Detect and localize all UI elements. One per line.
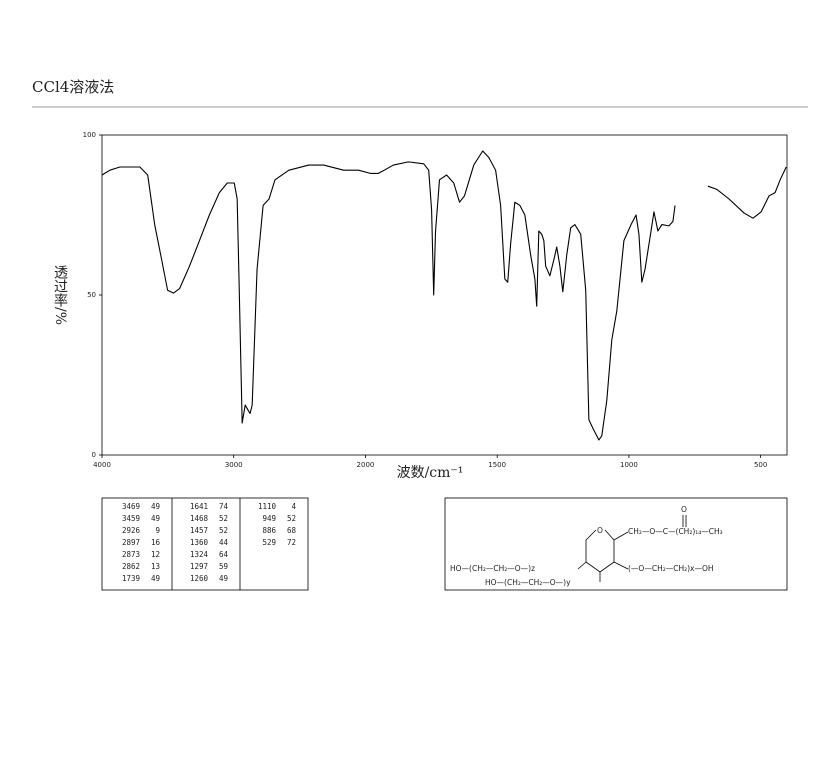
peak-transmittance: 13 [151,562,160,571]
peak-transmittance: 49 [151,502,160,511]
peak-table-frame [101,497,309,591]
peak-wavenumber: 2873 [122,550,140,559]
peak-transmittance: 52 [287,514,296,523]
structure [577,515,687,582]
peak-transmittance: 49 [151,574,160,583]
peak-wavenumber: 2897 [122,538,140,547]
page-title: CCl4溶液法 [32,78,114,96]
chain-z: HO—(CH₂—CH₂—O—)z [450,564,535,573]
carbonyl-oxygen: O [681,505,687,514]
peak-transmittance: 12 [151,550,160,559]
peak-wavenumber: 1739 [122,574,140,583]
y-axis-label: 透过率/% [52,265,68,325]
peak-transmittance: 72 [287,538,296,547]
ring-oxygen: O [597,526,603,535]
peak-wavenumber: 529 [262,538,276,547]
peak-wavenumber: 886 [262,526,276,535]
peak-wavenumber: 2862 [122,562,140,571]
peak-wavenumber: 2926 [122,526,141,535]
peak-transmittance: 49 [151,514,160,523]
structure-frame [444,497,788,591]
chain-x: (—O—CH₂—CH₂)x—OH [628,564,714,573]
x-tick-label: 1000 [620,461,638,469]
peak-transmittance: 74 [219,502,229,511]
y-tick-label: 50 [87,291,96,299]
peak-wavenumber: 3459 [122,514,140,523]
x-tick-label: 4000 [93,461,111,469]
spectrum-line [101,150,787,441]
peak-table: 3469 49 3459 49 2926 9 2897 16 2873 12 2862 13 1739 4… [122,502,297,583]
peak-wavenumber: 1324 [190,550,209,559]
peak-transmittance: 16 [151,538,161,547]
y-tick-label: 100 [83,131,96,139]
peak-wavenumber: 1457 [190,526,208,535]
peak-wavenumber: 3469 [122,502,140,511]
peak-wavenumber: 1641 [190,502,208,511]
peak-transmittance: 4 [291,502,296,511]
peak-transmittance: 68 [287,526,297,535]
bond [577,561,587,570]
y-tick-label: 0 [92,451,96,459]
peak-wavenumber: 1260 [190,574,209,583]
chain-y: HO—(CH₂—CH₂—O—)y [485,578,571,587]
ring-bond [585,529,615,573]
peak-wavenumber: 1110 [258,502,277,511]
plot-frame [101,134,788,456]
x-tick-label: 3000 [225,461,243,469]
peak-wavenumber: 1360 [190,538,209,547]
bond [613,531,629,541]
bond [613,561,629,570]
peak-transmittance: 52 [219,514,228,523]
peak-transmittance: 59 [219,562,228,571]
x-tick-label: 2000 [357,461,375,469]
peak-transmittance: 64 [219,550,229,559]
x-axis-label: 波数/cm⁻¹ [397,465,464,481]
peak-transmittance: 52 [219,526,228,535]
peak-transmittance: 9 [155,526,160,535]
peak-transmittance: 49 [219,574,228,583]
peak-wavenumber: 949 [262,514,276,523]
x-tick-label: 500 [754,461,767,469]
x-tick-label: 1500 [488,461,506,469]
peak-wavenumber: 1297 [190,562,208,571]
peak-transmittance: 44 [219,538,229,547]
peak-wavenumber: 1468 [190,514,209,523]
ester-chain: CH₂—O—C—(CH₂)₁₄—CH₃ [628,527,723,536]
